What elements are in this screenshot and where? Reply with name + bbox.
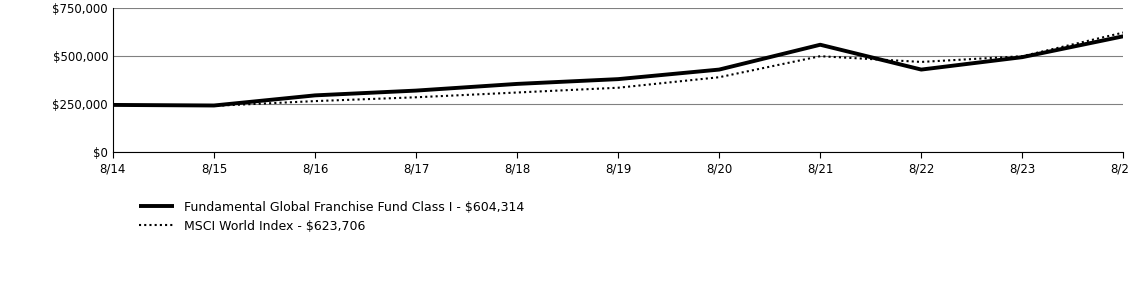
MSCI World Index - $623,706 <box>712 76 726 79</box>
Line: Fundamental Global Franchise Fund Class I - $604,314: Fundamental Global Franchise Fund Class … <box>113 36 1123 105</box>
Fundamental Global Franchise Fund Class I - $604,314 <box>813 43 826 46</box>
MSCI World Index - $623,706 <box>612 86 625 89</box>
MSCI World Index - $623,706 <box>813 55 826 58</box>
Fundamental Global Franchise Fund Class I - $604,314 <box>106 103 120 106</box>
Fundamental Global Franchise Fund Class I - $604,314 <box>1016 55 1030 59</box>
Fundamental Global Franchise Fund Class I - $604,314 <box>208 104 221 107</box>
Fundamental Global Franchise Fund Class I - $604,314 <box>410 89 423 92</box>
MSCI World Index - $623,706 <box>208 104 221 108</box>
MSCI World Index - $623,706 <box>410 96 423 99</box>
MSCI World Index - $623,706 <box>510 91 524 94</box>
MSCI World Index - $623,706 <box>1117 31 1129 34</box>
Line: MSCI World Index - $623,706: MSCI World Index - $623,706 <box>113 33 1123 106</box>
Fundamental Global Franchise Fund Class I - $604,314 <box>914 68 928 71</box>
Fundamental Global Franchise Fund Class I - $604,314 <box>712 68 726 71</box>
MSCI World Index - $623,706 <box>308 99 322 103</box>
MSCI World Index - $623,706 <box>1016 55 1030 58</box>
Fundamental Global Franchise Fund Class I - $604,314 <box>308 94 322 97</box>
Fundamental Global Franchise Fund Class I - $604,314 <box>510 82 524 86</box>
Legend: Fundamental Global Franchise Fund Class I - $604,314, MSCI World Index - $623,70: Fundamental Global Franchise Fund Class … <box>139 201 525 233</box>
MSCI World Index - $623,706 <box>106 103 120 106</box>
Fundamental Global Franchise Fund Class I - $604,314 <box>1117 35 1129 38</box>
Fundamental Global Franchise Fund Class I - $604,314 <box>612 78 625 81</box>
MSCI World Index - $623,706 <box>914 60 928 64</box>
